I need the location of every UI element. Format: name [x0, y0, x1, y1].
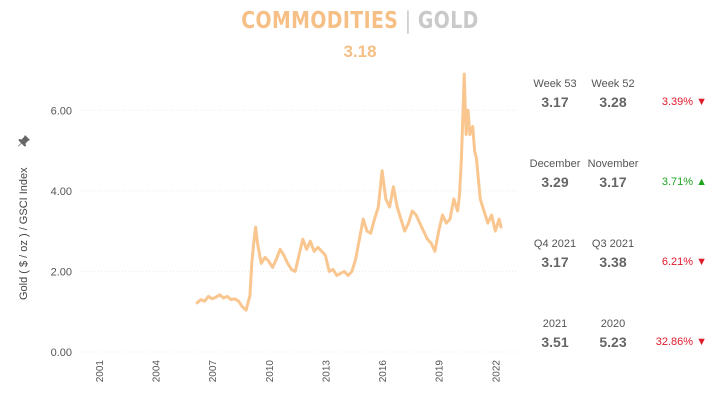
- y-tick-label: 6.00: [51, 105, 72, 117]
- arrow-up-icon: ▲: [696, 176, 707, 188]
- gold-series-line: [195, 72, 503, 312]
- current-value: 3.18: [343, 42, 377, 61]
- arrow-down-icon: ▼: [696, 96, 707, 108]
- panel-value-previous: 5.23: [599, 334, 627, 350]
- panel-month: December November 3.29 3.17 3.71% ▲: [525, 158, 715, 208]
- x-tick-label: 2004: [152, 360, 163, 383]
- chart-title: COMMODITIES | GOLD: [65, 8, 655, 34]
- y-tick-label: 0.00: [51, 347, 72, 359]
- panel-value-current: 3.29: [541, 174, 569, 190]
- panel-year: 2021 2020 3.51 5.23 32.86% ▼: [525, 318, 715, 368]
- panel-label-current: Q4 2021: [533, 238, 577, 250]
- panel-label-current: 2021: [542, 318, 568, 330]
- x-tick-label: 2019: [435, 360, 446, 383]
- panel-value-previous: 3.28: [599, 94, 627, 110]
- x-tick-label: 2010: [265, 360, 276, 383]
- x-tick-label: 2016: [378, 360, 389, 383]
- panel-change: 3.71% ▲: [662, 176, 707, 188]
- arrow-down-icon: ▼: [696, 256, 707, 268]
- x-tick-label: 2007: [208, 360, 219, 383]
- panel-value-previous: 3.17: [599, 174, 627, 190]
- panel-value-current: 3.17: [541, 94, 569, 110]
- title-separator: |: [398, 8, 418, 34]
- arrow-down-icon: ▼: [696, 336, 707, 348]
- x-tick-label: 2013: [321, 360, 332, 383]
- change-text: 32.86%: [655, 336, 694, 348]
- pin-icon[interactable]: [17, 134, 31, 148]
- title-main: COMMODITIES: [241, 8, 399, 34]
- panel-value-previous: 3.38: [599, 254, 627, 270]
- panel-label-current: Week 53: [533, 78, 577, 90]
- panel-label-previous: November: [587, 158, 639, 170]
- panel-value-current: 3.17: [541, 254, 569, 270]
- panel-change: 6.21% ▼: [662, 256, 707, 268]
- y-tick-label: 2.00: [51, 266, 72, 278]
- panel-label-current: December: [529, 158, 581, 170]
- change-text: 3.71%: [661, 176, 694, 188]
- panel-value-current: 3.51: [541, 334, 569, 350]
- change-text: 3.39%: [661, 96, 694, 108]
- y-tick-label: 4.00: [51, 186, 72, 198]
- x-tick-label: 2022: [491, 360, 502, 383]
- panel-quarter: Q4 2021 Q3 2021 3.17 3.38 6.21% ▼: [525, 238, 715, 288]
- panel-label-previous: Q3 2021: [591, 238, 635, 250]
- x-tick-label: 2001: [95, 360, 106, 383]
- title-sub: GOLD: [417, 8, 479, 34]
- change-text: 6.21%: [661, 256, 694, 268]
- panel-label-previous: Week 52: [591, 78, 635, 90]
- panel-label-previous: 2020: [600, 318, 626, 330]
- panel-week: Week 53 Week 52 3.17 3.28 3.39% ▼: [525, 78, 715, 128]
- panel-change: 3.39% ▼: [662, 96, 707, 108]
- panel-change: 32.86% ▼: [656, 336, 707, 348]
